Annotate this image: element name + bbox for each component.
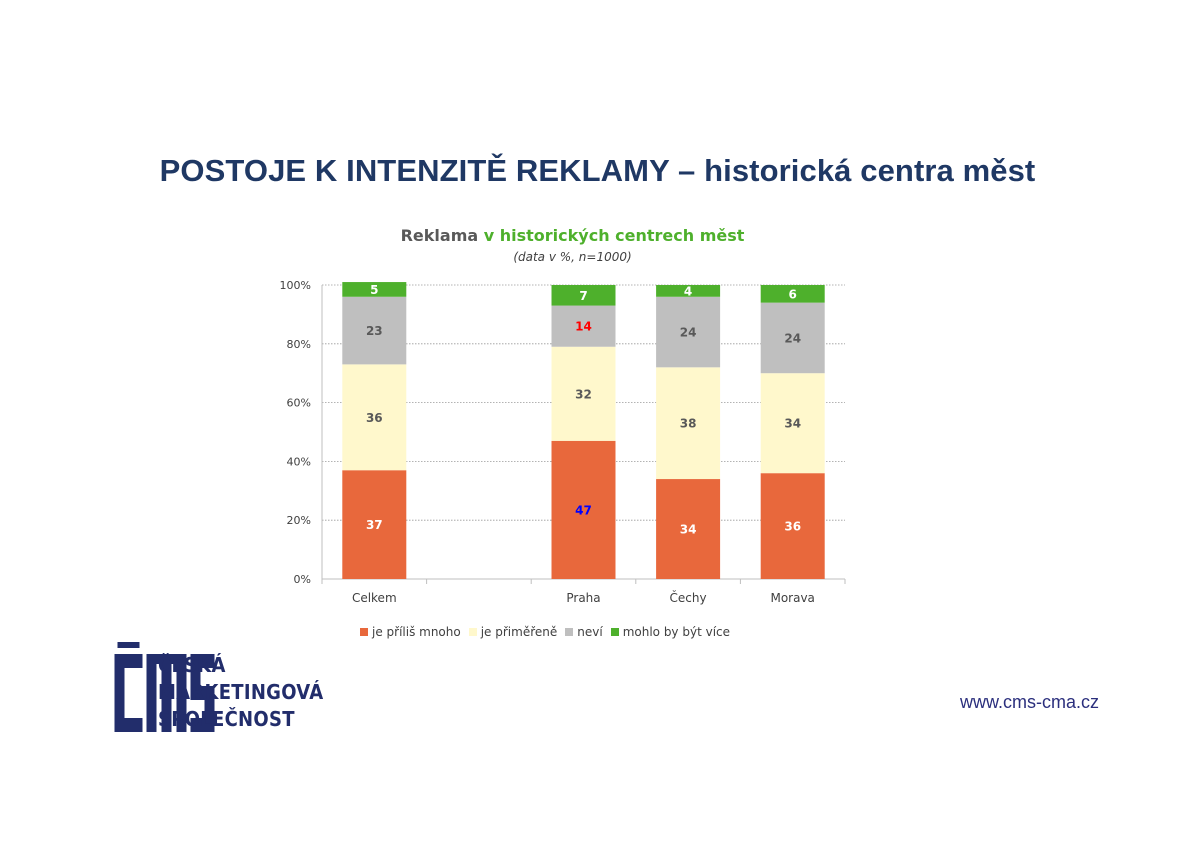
bar-segment: [760, 302, 825, 374]
stacked-bar-chart: 0% 20% 40% 60% 80% 100% 37 36 23 5 Celkem 47 32 14 7 Pr…: [280, 279, 846, 605]
cms-logo-mark: [114, 642, 215, 732]
data-label: 36: [366, 411, 383, 425]
data-label: 14: [575, 320, 592, 334]
chart-title: Reklama v historických centrech měst: [0, 226, 1145, 245]
bar-segment: [342, 364, 407, 471]
data-label: 47: [575, 503, 592, 517]
bar-segment: [656, 367, 721, 480]
legend-item: je přiměřeně: [468, 625, 558, 639]
legend-item: mohlo by být více: [610, 625, 731, 639]
y-tick-label: 100%: [280, 279, 311, 292]
legend-swatch: [468, 628, 477, 636]
bar-segment: [656, 479, 721, 579]
logo-line-2: MARKETINGOVÁ: [158, 680, 324, 704]
x-category-label: Čechy: [670, 590, 707, 605]
chart-legend: je příliš mnoho je přiměřeně neví mohlo by …: [0, 625, 1090, 639]
bar-segment: [551, 305, 616, 347]
y-tick-label: 20%: [287, 514, 311, 527]
data-label: 6: [789, 287, 797, 301]
legend-item: neví: [565, 625, 603, 639]
bar-segment: [551, 346, 616, 441]
slide-title: POSTOJE K INTENZITĚ REKLAMY – historická…: [159, 153, 1036, 188]
legend-swatch: [610, 628, 619, 636]
bar-segment: [551, 285, 616, 306]
legend-label: neví: [577, 625, 603, 639]
data-label: 24: [784, 331, 801, 345]
data-label: 38: [680, 417, 697, 431]
data-label: 23: [366, 324, 383, 338]
legend-label: je přiměřeně: [480, 625, 558, 639]
data-label: 37: [366, 518, 383, 532]
data-label: 34: [680, 523, 697, 537]
data-label: 34: [784, 417, 801, 431]
legend-label: je příliš mnoho: [371, 625, 461, 639]
bar-segment: [342, 296, 407, 365]
x-category-label: Praha: [566, 591, 600, 605]
bar-segment: [342, 282, 407, 297]
y-tick-label: 80%: [287, 338, 311, 351]
bar-segment: [760, 285, 825, 303]
logo-line-3: SPOLEČNOST: [158, 707, 295, 731]
y-tick-label: 0%: [294, 573, 311, 586]
bar-segment: [656, 296, 721, 368]
data-label: 4: [684, 284, 692, 298]
data-label: 7: [579, 289, 587, 303]
data-label: 36: [784, 520, 801, 534]
logo-text: ČESKÁ MARKETINGOVÁ SPOLEČNOST: [158, 652, 342, 733]
bar-segment: [656, 285, 721, 297]
bar-segment: [342, 470, 407, 579]
legend-item: je příliš mnoho: [359, 625, 461, 639]
legend-swatch: [359, 628, 368, 636]
legend-swatch: [565, 628, 574, 636]
chart-subtitle: (data v %, n=1000): [513, 250, 632, 264]
chart-title-part-2: v historických centrech měst: [483, 226, 745, 245]
y-tick-label: 60%: [287, 397, 311, 410]
chart-title-part-1: Reklama: [400, 226, 479, 245]
bar-segment: [760, 473, 825, 579]
data-label: 5: [370, 283, 378, 297]
data-label: 24: [680, 326, 697, 340]
x-category-label: Celkem: [352, 591, 397, 605]
x-category-label: Morava: [770, 591, 814, 605]
website-link[interactable]: www.cms-cma.cz: [960, 692, 1099, 712]
logo-line-1: ČESKÁ: [158, 653, 226, 677]
bar-segment: [760, 373, 825, 474]
bar-segment: [551, 440, 616, 579]
data-label: 32: [575, 387, 592, 401]
y-tick-label: 40%: [287, 455, 311, 468]
legend-label: mohlo by být více: [622, 625, 731, 639]
